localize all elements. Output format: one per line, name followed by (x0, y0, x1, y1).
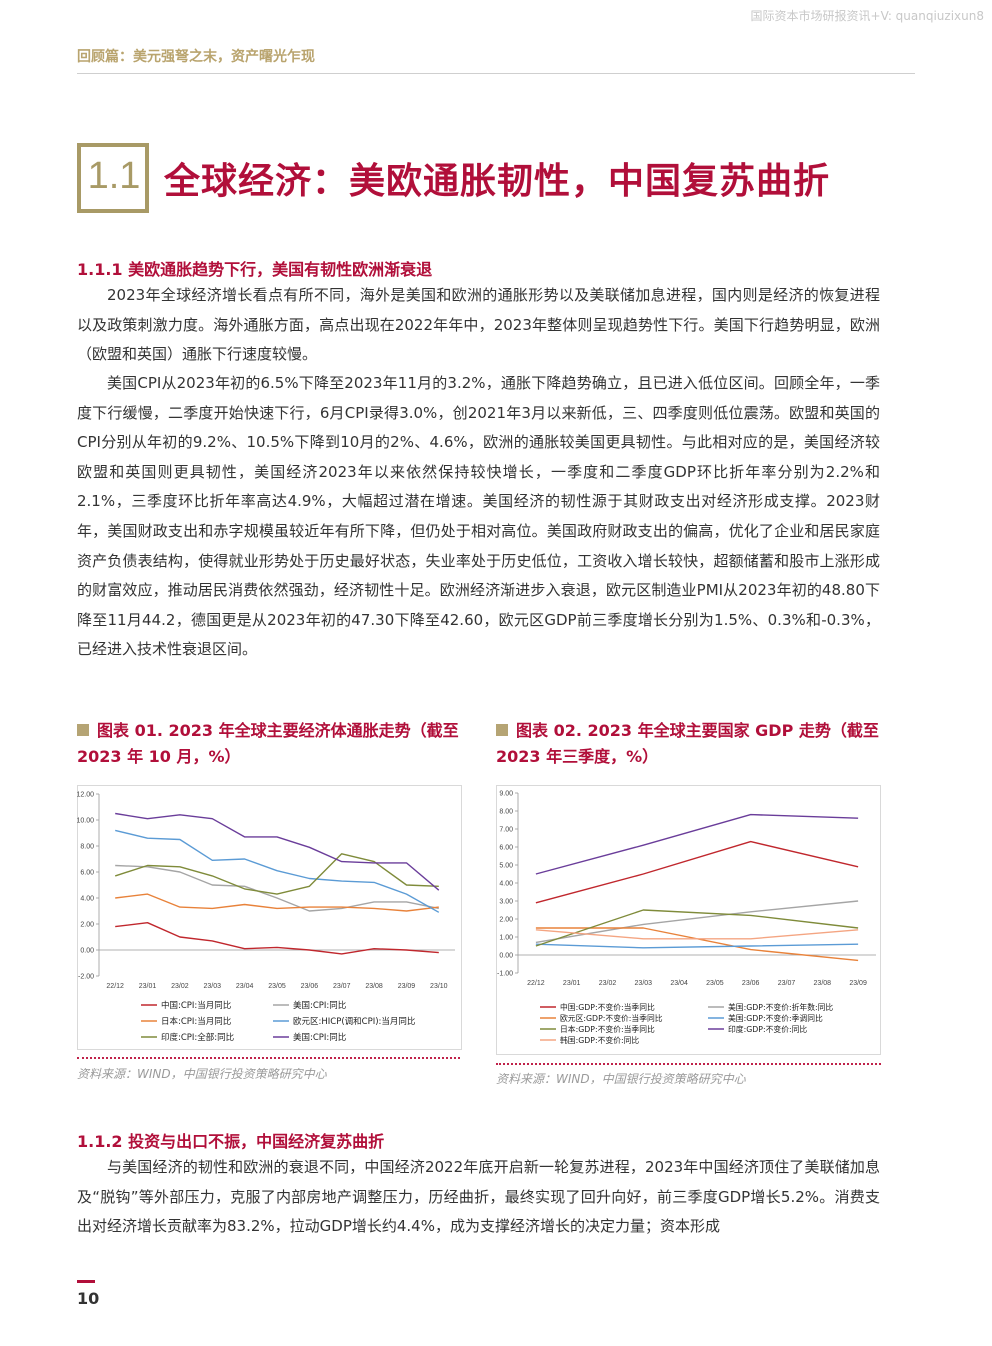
gdp-chart-y-tick-label: 9.00 (499, 791, 513, 798)
inflation-chart-y-tick-label: 2.00 (80, 922, 94, 929)
gdp-chart-y-tick-label: 7.00 (499, 827, 513, 834)
inflation-chart-series-line-2 (115, 893, 439, 912)
gdp-chart-legend-label-4: 日本:GDP:不变价:当季同比 (560, 1024, 655, 1034)
gdp-chart-x-tick-label: 23/07 (778, 980, 796, 987)
inflation-chart-x-tick-label: 22/12 (106, 983, 124, 990)
inflation-chart-y-tick-label: 6.00 (80, 870, 94, 877)
inflation-chart-series-line-4 (114, 853, 439, 895)
gdp-chart-series-line-1 (535, 900, 859, 944)
inflation-chart-series-line-5 (115, 812, 440, 891)
paragraph-3: 与美国经济的韧性和欧洲的衰退不同，中国经济2022年底开启新一轮复苏进程，202… (77, 1158, 880, 1236)
section-tag: 回顾篇：美元强弩之末，资产曙光乍现 (77, 49, 315, 65)
gdp-chart-series-line-5 (535, 813, 859, 875)
inflation-chart-y-tick-label: 10.00 (77, 818, 94, 825)
gdp-chart-y-tick-label: 8.00 (499, 809, 513, 816)
gdp-chart-svg: -1.00 0.00 1.00 2.00 3.00 4.00 5.00 6.00 7.00 8.0… (496, 785, 881, 1055)
inflation-chart-legend-label-0: 中国:CPI:当月同比 (161, 1000, 231, 1011)
inflation-chart-x-tick-label: 23/02 (171, 983, 189, 990)
inflation-chart-legend-label-2: 日本:CPI:当月同比 (161, 1016, 231, 1027)
gdp-chart-y-tick-label: -1.00 (497, 971, 513, 978)
inflation-chart-series-line-1 (115, 864, 439, 912)
gdp-chart-x-tick-label: 22/12 (527, 980, 545, 987)
inflation-chart-x-tick-label: 23/08 (365, 983, 383, 990)
figure-2-source: 资料来源：WIND，中国银行投资策略研究中心 (496, 1072, 746, 1086)
gdp-chart-y-tick-label: 4.00 (499, 881, 513, 888)
figure-2-title-text: 图表 02. 2023 年全球主要国家 GDP 走势（截至 2023 年三季度，… (496, 721, 879, 766)
inflation-chart-legend-label-5: 美国:CPI:同比 (293, 1032, 346, 1043)
inflation-chart-frame (77, 785, 462, 1050)
gdp-chart-legend-label-0: 中国:GDP:不变价:当季同比 (560, 1002, 655, 1012)
gdp-chart-legend-label-6: 韩国:GDP:不变价:同比 (560, 1035, 639, 1045)
chapter-number-box (77, 143, 149, 213)
gdp-chart-series-line-4 (535, 909, 859, 947)
gdp-chart: -1.00 0.00 1.00 2.00 3.00 4.00 5.00 6.00 7.00 8.0… (496, 785, 881, 1055)
inflation-chart-legend-label-4: 印度:CPI:全部:同比 (161, 1032, 234, 1043)
gdp-chart-y-tick-label: 3.00 (499, 899, 513, 906)
inflation-chart-y-tick-label: 4.00 (80, 896, 94, 903)
inflation-chart-y-tick-label: 0.00 (80, 948, 94, 955)
gdp-chart-x-tick-label: 23/04 (670, 980, 688, 987)
gdp-chart-x-tick-label: 23/03 (635, 980, 653, 987)
inflation-chart-x-tick-label: 23/05 (268, 983, 286, 990)
inflation-chart-y-tick-label: -2.00 (78, 974, 94, 981)
inflation-chart: -2.00 0.00 2.00 4.00 6.00 8.00 10.00 12.00 22/12… (77, 785, 462, 1050)
page-number: 10 (77, 1289, 100, 1308)
gdp-chart-legend-label-5: 印度:GDP:不变价:同比 (728, 1024, 807, 1034)
watermark: 国际资本市场研报资讯+V: quanqiuzixun8 (750, 9, 984, 23)
figure-1-divider (77, 1057, 460, 1059)
inflation-chart-x-tick-label: 23/03 (204, 983, 222, 990)
figure-marker-icon (496, 724, 508, 736)
figure-1-title-text: 图表 01. 2023 年全球主要经济体通胀走势（截至 2023 年 10 月，… (77, 721, 459, 766)
gdp-chart-series-line-0 (535, 840, 859, 904)
gdp-chart-legend-label-3: 美国:GDP:不变价:季调同比 (728, 1013, 823, 1023)
inflation-chart-y-tick-label: 12.00 (77, 792, 94, 799)
inflation-chart-y-tick-label: 8.00 (80, 844, 94, 851)
inflation-chart-x-tick-label: 23/09 (398, 983, 416, 990)
gdp-chart-series-line-3 (535, 943, 859, 949)
chapter-title: 全球经济：美欧通胀韧性，中国复苏曲折 (164, 161, 831, 202)
gdp-chart-x-tick-label: 23/05 (706, 980, 724, 987)
gdp-chart-x-tick-label: 23/08 (814, 980, 832, 987)
gdp-chart-x-tick-label: 23/02 (599, 980, 617, 987)
inflation-chart-series-line-3 (115, 829, 440, 913)
figure-2-title: 图表 02. 2023 年全球主要国家 GDP 走势（截至 2023 年三季度，… (496, 718, 881, 770)
gdp-chart-series-line-6 (535, 929, 859, 940)
gdp-chart-y-tick-label: 2.00 (499, 917, 513, 924)
section-heading-1-1-1: 1.1.1 美欧通胀趋势下行，美国有韧性欧洲渐衰退 (77, 260, 433, 279)
gdp-chart-series-line-2 (535, 927, 859, 962)
gdp-chart-frame (496, 785, 881, 1055)
gdp-chart-y-tick-label: 5.00 (499, 863, 513, 870)
figure-2-divider (496, 1063, 881, 1065)
inflation-chart-x-tick-label: 23/04 (236, 983, 254, 990)
section-divider (77, 73, 915, 74)
chapter-number: 1.1 (87, 155, 141, 197)
gdp-chart-x-tick-label: 23/09 (849, 980, 867, 987)
inflation-chart-legend-label-3: 欧元区:HICP(调和CPI):当月同比 (293, 1016, 415, 1027)
inflation-chart-x-tick-label: 23/06 (301, 983, 319, 990)
figure-1-source: 资料来源：WIND，中国银行投资策略研究中心 (77, 1067, 327, 1081)
inflation-chart-x-tick-label: 23/07 (333, 983, 351, 990)
inflation-chart-x-tick-label: 23/10 (430, 983, 448, 990)
gdp-chart-x-tick-label: 23/06 (742, 980, 760, 987)
inflation-chart-series-line-0 (115, 921, 439, 955)
inflation-chart-x-tick-label: 23/01 (139, 983, 157, 990)
gdp-chart-y-tick-label: 1.00 (499, 935, 513, 942)
figure-marker-icon (77, 724, 89, 736)
section-heading-1-1-2: 1.1.2 投资与出口不振，中国经济复苏曲折 (77, 1132, 385, 1151)
gdp-chart-x-tick-label: 23/01 (563, 980, 581, 987)
inflation-chart-legend-label-1: 美国:CPI:同比 (293, 1000, 346, 1011)
paragraph-1: 2023年全球经济增长看点有所不同，海外是美国和欧洲的通胀形势以及美联储加息进程… (77, 286, 880, 364)
footer-accent (77, 1280, 95, 1283)
gdp-chart-legend-label-1: 美国:GDP:不变价:折年数:同比 (728, 1002, 833, 1012)
figure-1-title: 图表 01. 2023 年全球主要经济体通胀走势（截至 2023 年 10 月，… (77, 718, 462, 770)
gdp-chart-y-tick-label: 0.00 (499, 953, 513, 960)
gdp-chart-y-tick-label: 6.00 (499, 845, 513, 852)
paragraph-2: 美国CPI从2023年初的6.5%下降至2023年11月的3.2%，通胀下降趋势… (77, 374, 880, 659)
inflation-chart-svg: -2.00 0.00 2.00 4.00 6.00 8.00 10.00 12.00 22/12… (77, 785, 462, 1050)
gdp-chart-legend-label-2: 欧元区:GDP:不变价:当季同比 (560, 1013, 663, 1023)
